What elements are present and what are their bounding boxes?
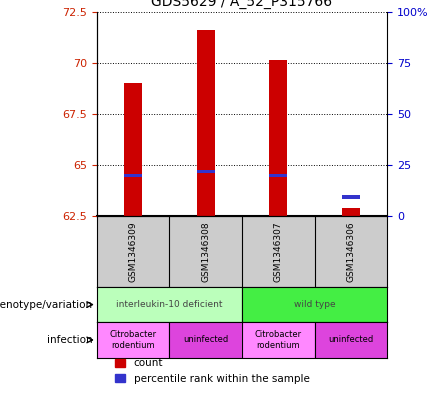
- Text: uninfected: uninfected: [328, 336, 374, 344]
- Legend: count, percentile rank within the sample: count, percentile rank within the sample: [111, 354, 314, 388]
- Bar: [197, 169, 215, 173]
- Bar: [342, 195, 360, 199]
- Bar: [269, 174, 287, 177]
- Text: uninfected: uninfected: [183, 336, 228, 344]
- Bar: [197, 30, 215, 216]
- Bar: [269, 60, 287, 216]
- Bar: [124, 174, 142, 177]
- Text: Citrobacter
rodentium: Citrobacter rodentium: [110, 330, 157, 350]
- Title: GDS5629 / A_52_P315766: GDS5629 / A_52_P315766: [151, 0, 333, 9]
- Text: interleukin-10 deficient: interleukin-10 deficient: [116, 300, 223, 309]
- Text: GSM1346307: GSM1346307: [274, 221, 283, 282]
- Text: Citrobacter
rodentium: Citrobacter rodentium: [255, 330, 302, 350]
- Text: GSM1346309: GSM1346309: [128, 221, 138, 282]
- Bar: [124, 83, 142, 216]
- Bar: [342, 208, 360, 216]
- Text: GSM1346308: GSM1346308: [201, 221, 210, 282]
- Text: wild type: wild type: [294, 300, 335, 309]
- Text: GSM1346306: GSM1346306: [346, 221, 356, 282]
- Text: genotype/variation: genotype/variation: [0, 299, 92, 310]
- Text: infection: infection: [47, 335, 92, 345]
